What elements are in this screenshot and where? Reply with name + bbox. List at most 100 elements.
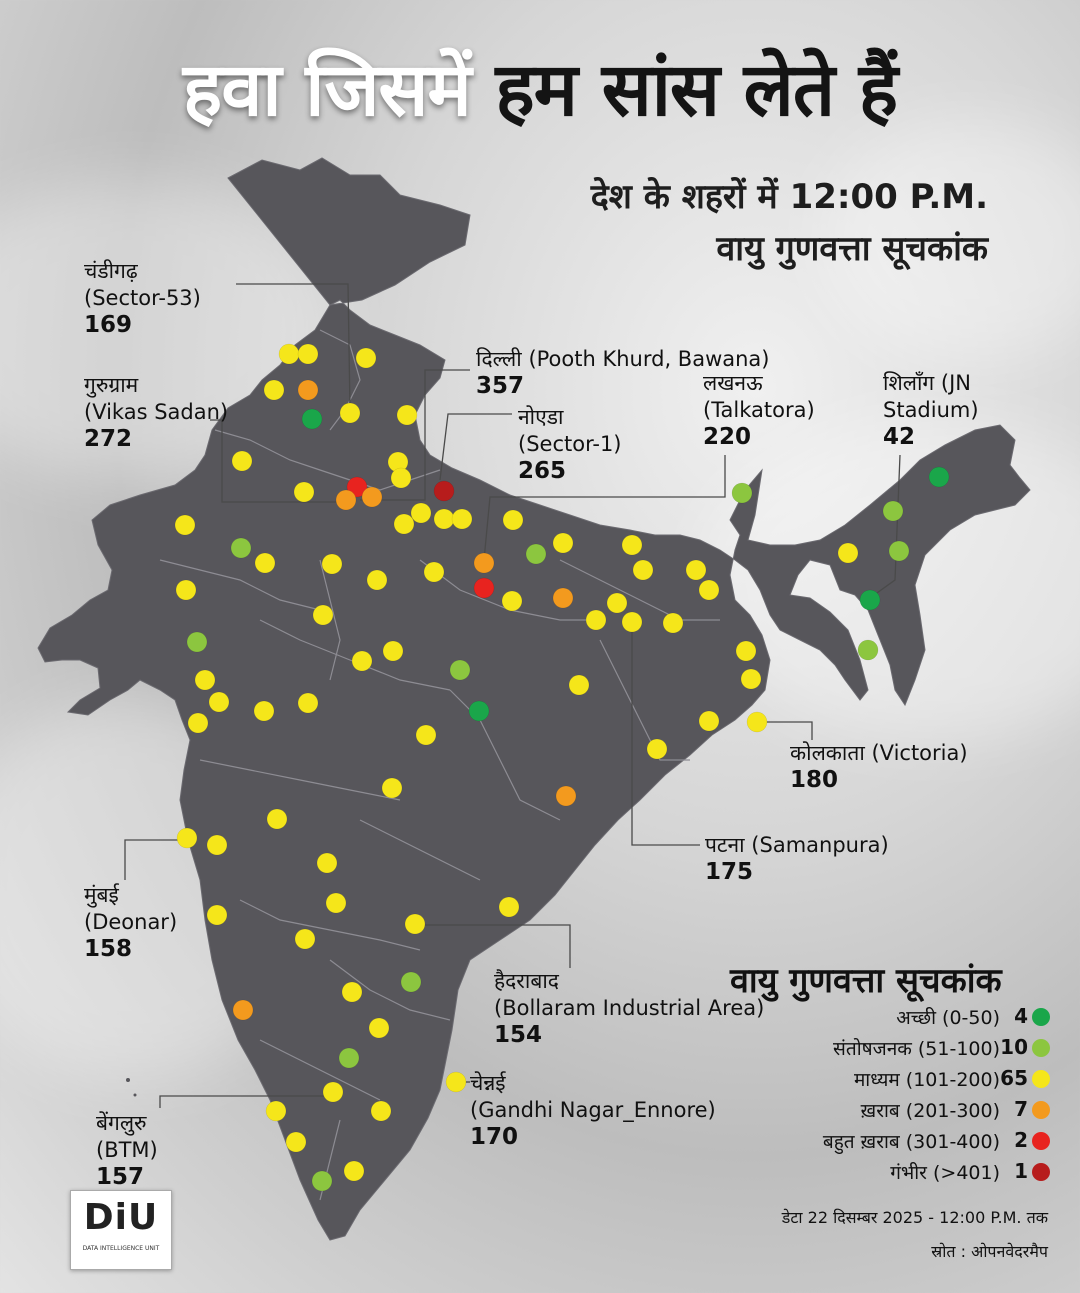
aqi-value: 158 — [84, 936, 133, 962]
city-name: नोएडा — [518, 405, 564, 429]
legend-label: संतोषजनक (51-100) — [833, 1038, 1000, 1060]
aqi-value: 169 — [84, 312, 133, 338]
station-dot — [293, 481, 315, 503]
station-dot — [685, 559, 707, 581]
aqi-value: 272 — [84, 426, 133, 452]
station-dot — [731, 482, 753, 504]
station-dot — [525, 543, 547, 565]
station-dot — [381, 777, 403, 799]
city-name: चंडीगढ़ — [84, 259, 138, 283]
station-dot — [621, 611, 643, 633]
label-noida: नोएडा (Sector-1) 265 — [518, 404, 622, 485]
station-dot — [451, 508, 473, 530]
legend-dot-icon — [1032, 1008, 1050, 1026]
station-dot — [186, 631, 208, 653]
station-dot — [552, 532, 574, 554]
station-dot — [501, 590, 523, 612]
city-name: बेंगलुरु — [96, 1111, 147, 1135]
station-dot — [410, 502, 432, 524]
station-dot — [502, 509, 524, 531]
station-dot — [176, 827, 198, 849]
legend-item-very-poor: बहुत ख़राब (301-400) 2 — [760, 1128, 1050, 1153]
label-lucknow: लखनऊ (Talkatora) 220 — [703, 370, 815, 451]
legend-count: 4 — [1014, 1004, 1028, 1028]
station-dot — [632, 559, 654, 581]
station-dot — [325, 892, 347, 914]
station-dot — [698, 579, 720, 601]
station-dot — [265, 1100, 287, 1122]
aqi-value: 42 — [883, 424, 916, 450]
subtitle-line2: वायु गुणवत्ता सूचकांक — [716, 229, 988, 269]
city-name: गुरुग्राम — [84, 373, 139, 397]
station-dot — [208, 691, 230, 713]
city-name: लखनऊ — [703, 371, 763, 395]
station-dot — [311, 1170, 333, 1192]
station-name: (Deonar) — [84, 910, 178, 934]
city-name: पटना — [705, 833, 745, 857]
station-dot — [888, 540, 910, 562]
station-dot — [382, 640, 404, 662]
station-dot — [206, 904, 228, 926]
legend-label: ख़राब (201-300) — [860, 1100, 1000, 1122]
station-dot — [621, 534, 643, 556]
station-dot — [404, 913, 426, 935]
aqi-value: 220 — [703, 424, 752, 450]
station-dot — [433, 508, 455, 530]
station-dot — [449, 659, 471, 681]
station-name: (JN Stadium) — [883, 371, 979, 422]
station-dot — [366, 569, 388, 591]
label-shillong: शिलाँग (JN Stadium) 42 — [883, 370, 1003, 451]
station-dot — [473, 577, 495, 599]
station-dot — [837, 542, 859, 564]
legend-label: माध्यम (101-200) — [853, 1069, 1000, 1091]
station-dot — [351, 650, 373, 672]
label-chandigarh: चंडीगढ़ (Sector-53) 169 — [84, 258, 201, 339]
station-dot — [585, 609, 607, 631]
station-dot — [433, 480, 455, 502]
aqi-value: 265 — [518, 458, 567, 484]
station-dot — [312, 604, 334, 626]
station-dot — [194, 669, 216, 691]
station-dot — [187, 712, 209, 734]
data-date-note: डेटा 22 दिसम्बर 2025 - 12:00 P.M. तक — [781, 1208, 1048, 1227]
station-dot — [368, 1017, 390, 1039]
station-dot — [355, 347, 377, 369]
label-delhi: दिल्ली (Pooth Khurd, Bawana) 357 — [476, 346, 770, 400]
station-dot — [473, 552, 495, 574]
city-name: दिल्ली — [476, 347, 522, 371]
aqi-value: 154 — [494, 1022, 543, 1048]
legend-item-poor: ख़राब (201-300) 7 — [760, 1097, 1050, 1122]
aqi-value: 180 — [790, 767, 839, 793]
city-name: चेन्नई — [470, 1071, 506, 1095]
station-dot — [698, 710, 720, 732]
title-black-part: हम सांस लेते हैं — [495, 47, 898, 133]
station-dot — [175, 579, 197, 601]
city-name: मुंबई — [84, 883, 119, 907]
station-dot — [646, 738, 668, 760]
label-kolkata: कोलकाता (Victoria) 180 — [790, 740, 968, 794]
legend-dot-icon — [1032, 1163, 1050, 1181]
station-dot — [301, 408, 323, 430]
station-name: (Bollaram Industrial Area) — [494, 996, 765, 1020]
legend-count: 10 — [1000, 1035, 1028, 1059]
logo-text: DiU — [83, 1197, 159, 1238]
station-dot — [735, 640, 757, 662]
station-dot — [468, 700, 490, 722]
station-dot — [335, 489, 357, 511]
station-name: (Sector-1) — [518, 432, 622, 456]
station-dot — [297, 379, 319, 401]
aqi-value: 175 — [705, 859, 754, 885]
station-dot — [339, 402, 361, 424]
label-hyderabad: हैदराबाद (Bollaram Industrial Area) 154 — [494, 968, 764, 1049]
station-dot — [370, 1100, 392, 1122]
station-dot — [297, 343, 319, 365]
station-dot — [606, 592, 628, 614]
label-patna: पटना (Samanpura) 175 — [705, 832, 889, 886]
legend-count: 2 — [1014, 1128, 1028, 1152]
station-dot — [297, 692, 319, 714]
station-dot — [278, 343, 300, 365]
legend-label: गंभीर (>401) — [890, 1162, 1000, 1184]
station-name: (Victoria) — [871, 741, 968, 765]
station-dot — [263, 379, 285, 401]
